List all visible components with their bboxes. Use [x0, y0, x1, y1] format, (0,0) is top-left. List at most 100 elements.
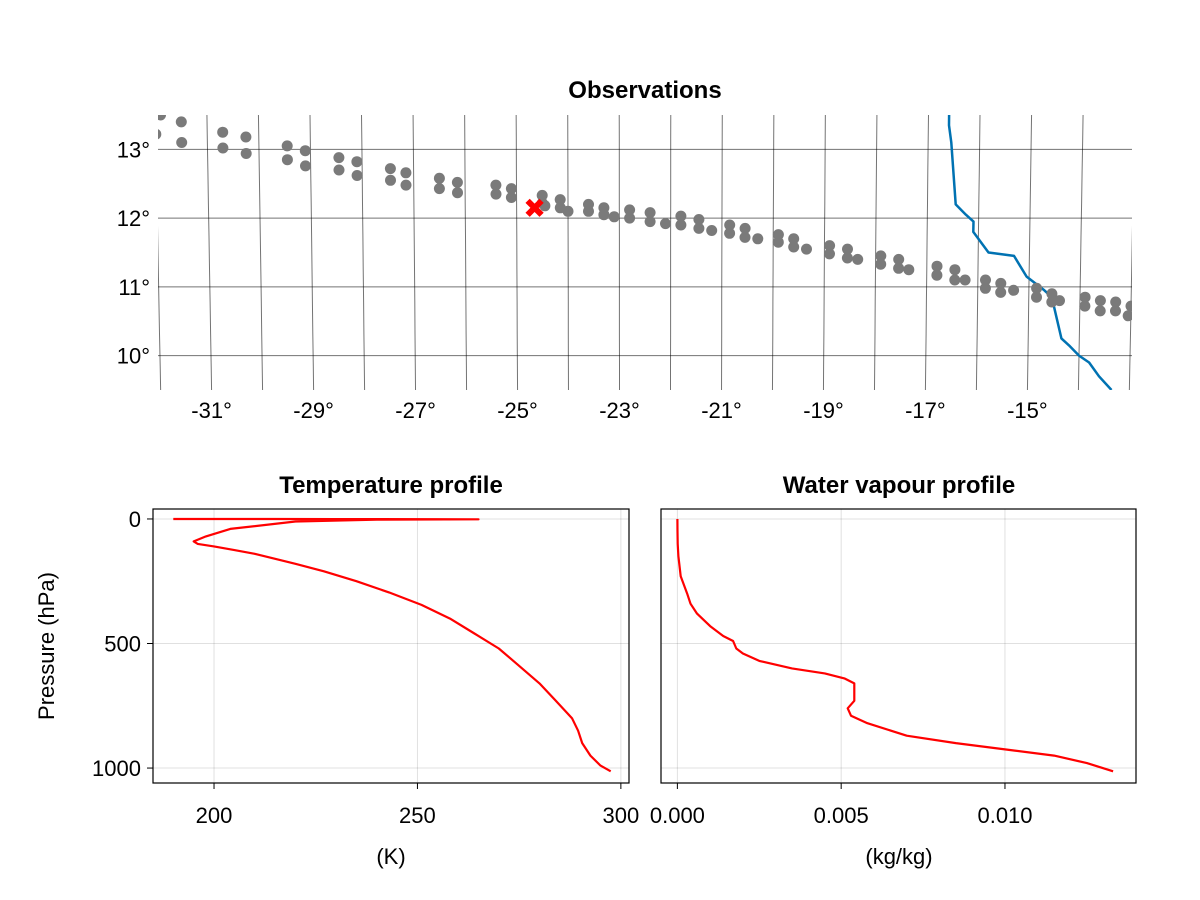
observation-point: [675, 210, 687, 222]
observation-point: [158, 129, 162, 140]
observation-point: [505, 192, 517, 203]
temperature-panel: Temperature profile 200 250 300 0 500 1000 (…: [34, 472, 639, 869]
observation-point: [433, 172, 445, 184]
observation-point: [490, 179, 502, 191]
profile-line: [676, 518, 1114, 773]
observation-point: [351, 156, 363, 168]
observation-point: [384, 163, 396, 175]
observation-point: [240, 131, 252, 143]
observation-point: [979, 282, 991, 294]
water-vapour-xlabel: (kg/kg): [865, 844, 932, 869]
observation-point: [562, 205, 574, 217]
observation-point: [706, 225, 718, 236]
observation-point: [333, 152, 345, 164]
observation-point: [852, 253, 864, 265]
x-tick-label: 200: [196, 803, 233, 828]
latitude-tick-label: 10°: [117, 344, 150, 369]
observation-point: [693, 222, 705, 234]
observation-point: [158, 115, 166, 121]
meridian-line: [567, 115, 569, 390]
water-vapour-x-tick-labels: 0.000 0.005 0.010: [650, 783, 1033, 828]
observation-point: [693, 214, 705, 225]
pressure-tick-labels: 0 500 1000: [92, 507, 153, 781]
water-vapour-series: [676, 518, 1114, 773]
latitude-tick-label: 13°: [117, 137, 150, 162]
observation-point: [824, 248, 835, 260]
selected-observation-marker[interactable]: [525, 198, 544, 217]
y-tick-label: 1000: [92, 756, 141, 781]
temperature-series: [173, 517, 612, 773]
observation-point: [1079, 291, 1091, 303]
y-tick-label: 500: [104, 632, 141, 657]
x-tick-label: 0.005: [814, 803, 869, 828]
meridian-line: [309, 115, 315, 390]
temperature-xlabel: (K): [376, 844, 405, 869]
observation-point: [175, 116, 187, 128]
observation-point: [1054, 295, 1065, 307]
temperature-title: Temperature profile: [279, 472, 503, 499]
observation-point: [333, 164, 345, 176]
observation-point: [660, 218, 671, 230]
observation-point: [772, 236, 784, 248]
coastline: [947, 115, 1113, 390]
meridian-line: [873, 115, 878, 390]
map-gridlines: [158, 115, 1132, 390]
longitude-tick-label: -25°: [497, 398, 538, 423]
observation-point: [739, 222, 751, 234]
observation-point: [893, 253, 905, 265]
observation-point: [903, 264, 915, 276]
observation-point: [875, 250, 887, 262]
observation-point: [608, 211, 620, 223]
observation-point: [842, 243, 853, 255]
observation-point: [351, 170, 363, 181]
observation-point: [583, 205, 594, 217]
longitude-tick-labels: -31° -29° -27° -25° -23° -21° -19° -17° -15°: [191, 398, 1047, 423]
observation-point: [1125, 300, 1132, 312]
observations-panel: Observations -31° -29° -27° -25° -23° -21° -19…: [117, 77, 1132, 423]
observation-point: [624, 212, 636, 224]
observation-point: [1079, 300, 1091, 312]
observation-point: [400, 179, 412, 191]
observation-points: [158, 115, 1132, 322]
x-tick-label: 300: [603, 803, 640, 828]
observation-point: [788, 241, 800, 253]
water-vapour-gridlines: [661, 509, 1136, 783]
observation-point: [452, 187, 463, 199]
observation-point: [675, 219, 687, 231]
observation-point: [724, 219, 736, 231]
highlight-cross: [525, 198, 544, 217]
meridian-line: [975, 115, 981, 390]
meridian-line: [515, 115, 519, 390]
observation-point: [299, 145, 311, 157]
temperature-x-tick-labels: 200 250 300: [196, 783, 640, 828]
longitude-tick-label: -29°: [293, 398, 334, 423]
longitude-tick-label: -15°: [1007, 398, 1048, 423]
observation-point: [824, 240, 836, 252]
longitude-tick-label: -21°: [701, 398, 742, 423]
observation-point: [995, 286, 1007, 298]
observation-point: [995, 277, 1007, 289]
observation-point: [788, 233, 800, 245]
longitude-tick-label: -27°: [395, 398, 436, 423]
meridian-line: [158, 225, 162, 390]
x-tick-label: 0.010: [977, 803, 1032, 828]
observation-point: [931, 260, 943, 272]
meridian-line: [206, 115, 213, 390]
longitude-tick-label: -19°: [803, 398, 844, 423]
meridian-line: [1128, 225, 1132, 390]
observation-point: [949, 274, 961, 286]
observation-point: [893, 262, 905, 274]
observation-point: [554, 194, 566, 206]
longitude-tick-label: -31°: [191, 398, 232, 423]
meridian-line: [924, 115, 929, 390]
observation-point: [240, 148, 252, 159]
observation-point: [1122, 310, 1132, 322]
observation-point: [1094, 305, 1106, 317]
observation-point: [644, 207, 656, 219]
meridian-line: [464, 115, 468, 390]
observation-point: [801, 243, 812, 255]
observation-point: [949, 264, 961, 276]
meridian-line: [257, 115, 264, 390]
meridian-line: [721, 115, 723, 390]
observation-point: [281, 154, 293, 166]
